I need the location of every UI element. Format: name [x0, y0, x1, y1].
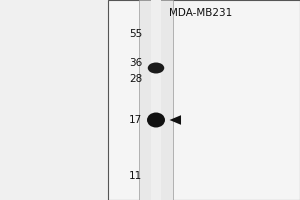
Bar: [151, 0, 161, 200]
Ellipse shape: [148, 62, 164, 73]
Ellipse shape: [147, 112, 165, 128]
Text: MDA-MB231: MDA-MB231: [169, 8, 232, 18]
Bar: [108, 0, 300, 200]
Polygon shape: [169, 115, 181, 125]
Text: 28: 28: [129, 74, 142, 84]
Text: 17: 17: [129, 115, 142, 125]
Text: 11: 11: [129, 171, 142, 181]
Bar: [0, 0, 108, 200]
Text: 55: 55: [129, 29, 142, 39]
Text: 36: 36: [129, 58, 142, 68]
Bar: [139, 0, 173, 200]
